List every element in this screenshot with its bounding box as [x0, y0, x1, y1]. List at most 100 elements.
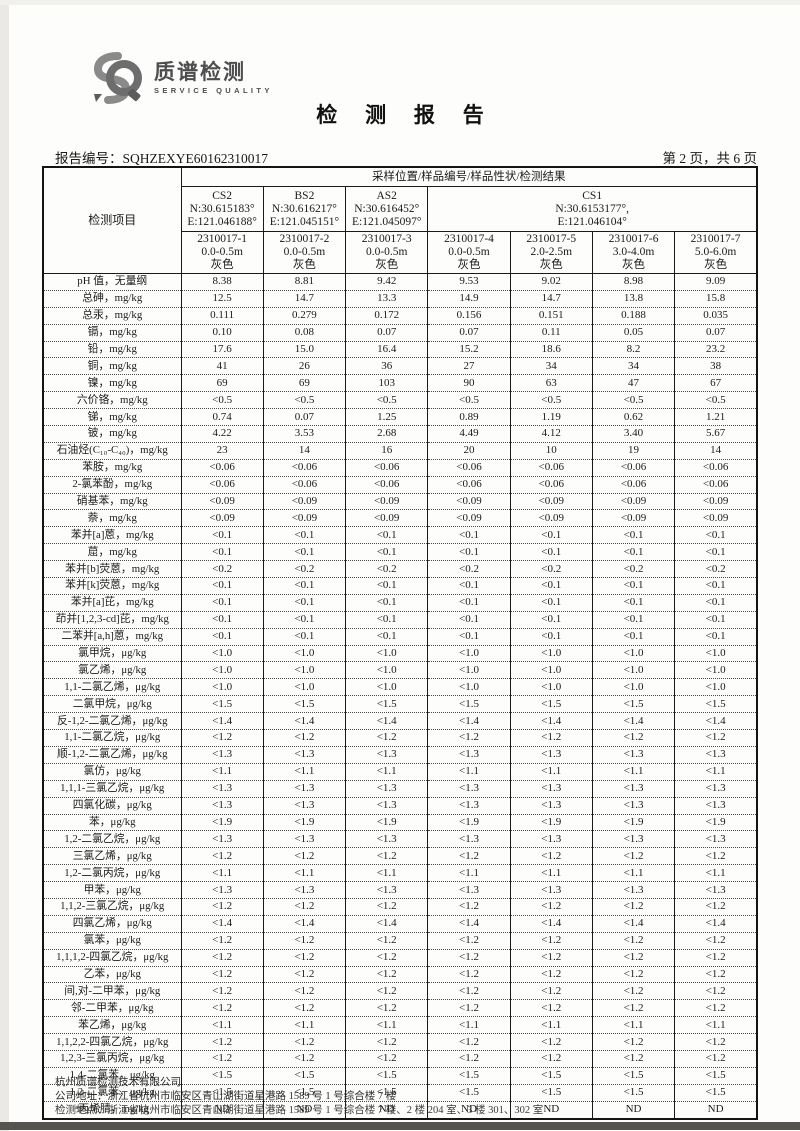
result-cell: <1.2	[180, 1033, 264, 1051]
sample-depth: 2.0-2.5m	[530, 246, 573, 258]
location-header-cell: BS2 N:30.616217° E:121.045151°	[262, 186, 347, 232]
result-cell: <1.2	[180, 1049, 264, 1068]
table-row: 2-氯苯酚，mg/kg <0.06 <0.06 <0.06 <0.06 <0.06 <0.0…	[42, 475, 758, 494]
results-table-wrap: 检测项目 采样位置/样品编号/样品性状/检测结果 CS2 N:30.615183°…	[42, 166, 758, 1120]
result-cell: <0.2	[591, 560, 676, 579]
result-cell: <1.3	[427, 745, 511, 764]
location-header-cell: CS2 N:30.615183° E:121.046188°	[180, 186, 264, 232]
result-cell: <1.3	[345, 745, 429, 764]
result-cell: 36	[345, 357, 429, 376]
result-cell: <1.2	[427, 729, 511, 747]
result-cell: <1.0	[262, 678, 347, 697]
result-cell: <1.2	[674, 965, 758, 984]
analyte-label: 1,2-二氯丙烷，μg/kg	[42, 864, 182, 883]
result-cell: <1.5	[345, 695, 429, 714]
result-cell: 34	[509, 357, 593, 376]
table-row: 1,1,2,2-四氯乙烷，μg/kg <1.2 <1.2 <1.2 <1.2 <1.2 <1…	[42, 1033, 758, 1051]
result-cell: <1.0	[591, 644, 676, 663]
result-cell: 0.07	[427, 323, 511, 342]
result-cell: <1.4	[674, 914, 758, 933]
table-row: 镍，mg/kg 69 69 103 90 63 47 67	[42, 374, 758, 393]
table-row: 四氯乙烯，μg/kg <1.4 <1.4 <1.4 <1.4 <1.4 <1.4 <1.4	[42, 914, 758, 933]
result-cell: <1.2	[509, 847, 593, 866]
result-cell: <1.1	[509, 1016, 593, 1035]
result-cell: 3.40	[591, 425, 676, 443]
table-row: 1,1-二氯乙烯，μg/kg <1.0 <1.0 <1.0 <1.0 <1.0 <1.0 <1…	[42, 678, 758, 697]
analyte-label: 二氯甲烷，μg/kg	[42, 695, 182, 714]
result-cell: <0.1	[509, 577, 593, 595]
analyte-label: 1,1-二氯乙烷，μg/kg	[42, 729, 182, 747]
analyte-label: 1,1,1,2-四氯乙烷，μg/kg	[42, 948, 182, 967]
result-cell: <1.1	[345, 864, 429, 883]
result-cell: 0.151	[509, 306, 593, 325]
result-cell: <1.9	[345, 813, 429, 832]
result-cell: <1.2	[509, 965, 593, 984]
sq-logo-icon	[88, 52, 144, 104]
result-cell: <1.2	[345, 729, 429, 747]
result-cell: <1.4	[427, 712, 511, 731]
analyte-label: 1,1,1-三氯乙烷，μg/kg	[42, 779, 182, 798]
result-cell: <1.2	[591, 729, 676, 747]
result-cell: 90	[427, 374, 511, 393]
result-cell: <1.4	[591, 914, 676, 933]
result-cell: <0.1	[427, 577, 511, 595]
result-cell: <1.0	[674, 678, 758, 697]
sample-header-cell: 2310017-2 0.0-0.5m 灰色	[262, 231, 347, 274]
result-cell: 0.07	[262, 408, 347, 427]
result-cell: <0.1	[180, 577, 264, 595]
result-cell: <0.1	[345, 543, 429, 562]
sample-header-cell: 2310017-3 0.0-0.5m 灰色	[345, 231, 429, 274]
result-cell: <1.2	[509, 1033, 593, 1051]
result-cell: <0.09	[427, 492, 511, 511]
table-row: 氯甲烷，μg/kg <1.0 <1.0 <1.0 <1.0 <1.0 <1.0 <1.0	[42, 644, 758, 663]
table-row: 苯并[b]荧蒽，mg/kg <0.2 <0.2 <0.2 <0.2 <0.2 <0.2 <0.…	[42, 560, 758, 579]
result-cell: <1.2	[262, 999, 347, 1018]
result-cell: <0.1	[427, 627, 511, 646]
table-row: 1,1,1,2-四氯乙烷，μg/kg <1.2 <1.2 <1.2 <1.2 <1.2 <1…	[42, 948, 758, 967]
result-cell: <1.5	[262, 695, 347, 714]
result-cell: <0.1	[345, 610, 429, 629]
result-cell: ND	[591, 1100, 676, 1120]
result-cell: <1.0	[427, 661, 511, 680]
span-header-row: 检测项目 采样位置/样品编号/样品性状/检测结果	[42, 166, 758, 274]
results-table: 检测项目 采样位置/样品编号/样品性状/检测结果 CS2 N:30.615183°…	[42, 166, 758, 1120]
result-cell: <1.2	[345, 982, 429, 1001]
result-cell: <0.1	[591, 627, 676, 646]
table-row: ᵃ丙烯腈，mg/kg ND ND ND ND ND ND ND	[42, 1100, 758, 1120]
result-cell: 0.10	[180, 323, 264, 342]
analyte-label: 二苯并[a,h]蒽，mg/kg	[42, 627, 182, 646]
result-cell: 9.09	[674, 273, 758, 291]
result-cell: <1.4	[180, 712, 264, 731]
result-cell: 8.38	[180, 273, 264, 291]
sample-header-cell: 2310017-6 3.0-4.0m 灰色	[591, 231, 676, 274]
result-cell: <1.2	[427, 897, 511, 916]
result-cell: <1.3	[262, 745, 347, 764]
location-lon: E:121.046104°	[557, 215, 627, 228]
result-cell: ND	[180, 1100, 264, 1120]
analyte-label: 总砷，mg/kg	[42, 289, 182, 308]
result-cell: <1.1	[674, 1016, 758, 1035]
result-cell: <0.06	[180, 458, 264, 477]
analyte-label: 硝基苯，mg/kg	[42, 492, 182, 511]
result-cell: <1.3	[262, 830, 347, 849]
result-cell: 15.2	[427, 340, 511, 359]
result-cell: <0.2	[674, 560, 758, 579]
result-cell: <0.5	[674, 391, 758, 410]
result-cell: <0.1	[180, 543, 264, 562]
sample-id: 2310017-6	[608, 233, 659, 245]
result-cell: <1.4	[345, 914, 429, 933]
sample-color: 灰色	[375, 259, 399, 271]
result-cell: <0.09	[674, 492, 758, 511]
analyte-label: 铜，mg/kg	[42, 357, 182, 376]
result-cell: <0.09	[674, 509, 758, 528]
result-cell: <1.3	[674, 779, 758, 798]
result-cell: 69	[180, 374, 264, 393]
result-cell: <0.1	[509, 526, 593, 545]
sample-header-cell: 2310017-5 2.0-2.5m 灰色	[509, 231, 593, 274]
location-lat: N:30.616217°	[271, 202, 337, 215]
result-cell: <1.2	[591, 965, 676, 984]
result-cell: <1.2	[427, 1049, 511, 1068]
result-cell: <1.2	[180, 931, 264, 950]
result-cell: <0.1	[427, 543, 511, 562]
result-cell: 13.3	[345, 289, 429, 308]
